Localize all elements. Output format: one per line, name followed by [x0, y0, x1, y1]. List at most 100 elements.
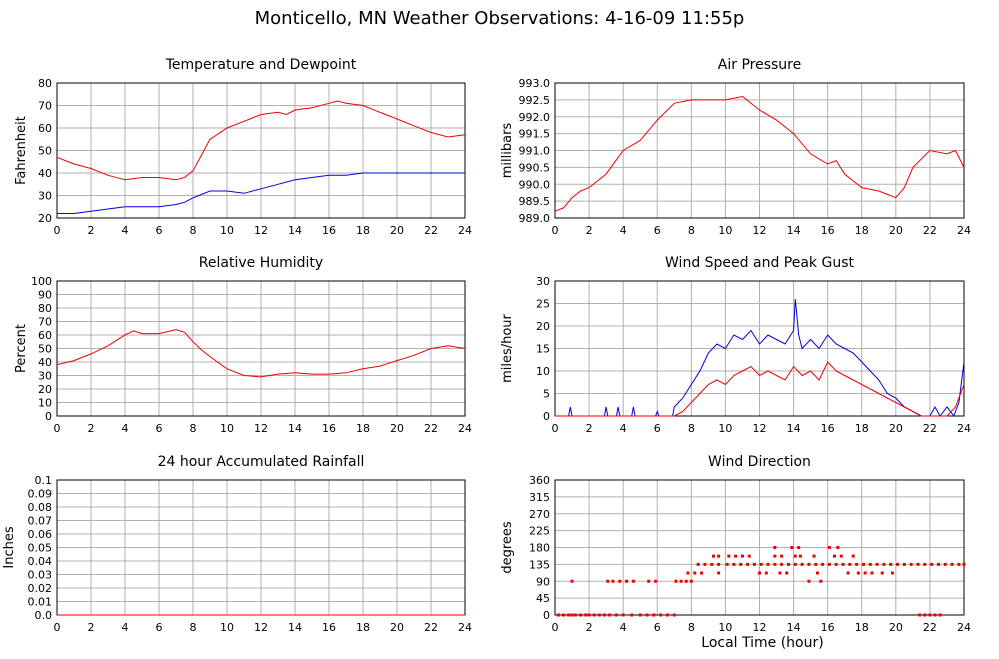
wind-x-tick-label: 20: [889, 422, 903, 435]
temperature-plot-frame: [56, 82, 466, 219]
pressure-y-tick-label: 991.0: [519, 145, 551, 158]
direction-point: [556, 613, 560, 617]
direction-point: [773, 562, 777, 566]
direction-point: [896, 562, 900, 566]
temperature-y-tick-label: 30: [38, 190, 52, 203]
direction-point: [717, 554, 721, 558]
direction-point: [725, 562, 729, 566]
direction-point: [758, 571, 761, 575]
direction-point: [957, 562, 961, 566]
direction-point: [734, 554, 738, 558]
humidity-x-tick-label: 16: [322, 422, 336, 435]
rainfall-x-tick-label: 0: [54, 621, 61, 634]
direction-point: [584, 613, 588, 617]
pressure-y-tick-label: 990.5: [519, 161, 551, 174]
humidity-chart-title: Relative Humidity: [199, 255, 323, 271]
direction-point: [710, 562, 714, 566]
pressure-x-tick-label: 24: [957, 224, 971, 237]
direction-point: [882, 562, 886, 566]
direction-point: [780, 554, 784, 558]
direction-point: [747, 554, 751, 558]
rainfall-x-tick-label: 22: [424, 621, 438, 634]
rainfall-y-tick-label: 0.04: [28, 555, 53, 568]
direction-x-tick-label: 4: [620, 621, 627, 634]
direction-point: [597, 613, 601, 617]
rainfall-y-tick-label: 0.01: [28, 596, 53, 609]
direction-point: [686, 571, 690, 575]
temperature-y-axis-label: Fahrenheit: [14, 116, 29, 185]
humidity-x-tick-label: 10: [220, 422, 234, 435]
direction-point: [614, 613, 618, 617]
pressure-x-tick-label: 2: [586, 224, 593, 237]
humidity-x-tick-label: 14: [288, 422, 302, 435]
direction-chart-title: Wind Direction: [708, 454, 811, 470]
direction-point: [630, 613, 634, 617]
direction-point: [832, 554, 836, 558]
rainfall-x-tick-label: 2: [88, 621, 95, 634]
temperature-chart-title: Temperature and Dewpoint: [165, 57, 357, 73]
pressure-plot-frame: [554, 82, 965, 219]
direction-point: [739, 562, 743, 566]
pressure-series-red-line: [554, 95, 965, 212]
direction-point: [821, 562, 825, 566]
direction-point: [793, 562, 797, 566]
rainfall-y-tick-label: 0.06: [28, 528, 53, 541]
direction-point: [570, 613, 574, 617]
direction-point: [815, 571, 819, 575]
direction-y-tick-label: 90: [536, 575, 550, 588]
direction-point: [923, 613, 927, 617]
direction-point: [647, 579, 651, 583]
pressure-y-tick-label: 991.5: [519, 128, 551, 141]
direction-point: [902, 562, 906, 566]
direction-point: [703, 562, 707, 566]
direction-y-tick-label: 135: [529, 558, 550, 571]
rainfall-y-axis-label: Inches: [2, 526, 17, 568]
direction-point: [836, 546, 840, 549]
direction-point: [573, 613, 577, 617]
direction-point: [930, 562, 934, 566]
direction-point: [611, 579, 615, 583]
direction-point: [727, 554, 731, 558]
wind-x-tick-label: 2: [586, 422, 593, 435]
direction-point: [652, 613, 656, 617]
direction-point: [778, 571, 782, 575]
wind-chart-title: Wind Speed and Peak Gust: [665, 255, 854, 271]
direction-point: [654, 579, 658, 583]
direction-point: [875, 562, 879, 566]
wind-x-tick-label: 6: [654, 422, 661, 435]
direction-point: [798, 554, 802, 558]
direction-point: [587, 613, 591, 617]
direction-point: [793, 554, 797, 558]
direction-point: [693, 571, 697, 575]
direction-point: [689, 579, 693, 583]
temperature-y-tick-label: 40: [38, 167, 52, 180]
temperature-y-tick-label: 50: [38, 145, 52, 158]
direction-point: [834, 562, 838, 566]
direction-y-tick-label: 360: [529, 474, 550, 487]
direction-point: [814, 562, 818, 566]
direction-y-tick-label: 315: [529, 491, 550, 504]
wind-x-tick-label: 10: [718, 422, 732, 435]
humidity-x-tick-label: 18: [356, 422, 370, 435]
humidity-x-tick-label: 12: [254, 422, 268, 435]
humidity-y-tick-label: 60: [38, 329, 52, 342]
humidity-x-tick-label: 22: [424, 422, 438, 435]
rainfall-y-tick-label: 0.05: [28, 542, 53, 555]
direction-point: [839, 554, 843, 558]
direction-y-tick-label: 270: [529, 508, 550, 521]
rainfall-y-tick-label: 0.08: [28, 501, 53, 514]
direction-point: [752, 562, 756, 566]
temperature-y-tick-label: 70: [38, 100, 52, 113]
humidity-y-tick-label: 20: [38, 383, 52, 396]
direction-point: [684, 579, 688, 583]
direction-point: [950, 562, 954, 566]
pressure-x-tick-label: 8: [688, 224, 695, 237]
direction-point: [700, 571, 704, 575]
humidity-x-tick-label: 8: [190, 422, 197, 435]
rainfall-x-tick-label: 14: [288, 621, 302, 634]
direction-point: [863, 571, 867, 575]
direction-point: [851, 554, 855, 558]
direction-y-axis-label: degrees: [500, 521, 515, 574]
rainfall-x-tick-label: 10: [220, 621, 234, 634]
direction-point: [928, 613, 932, 617]
